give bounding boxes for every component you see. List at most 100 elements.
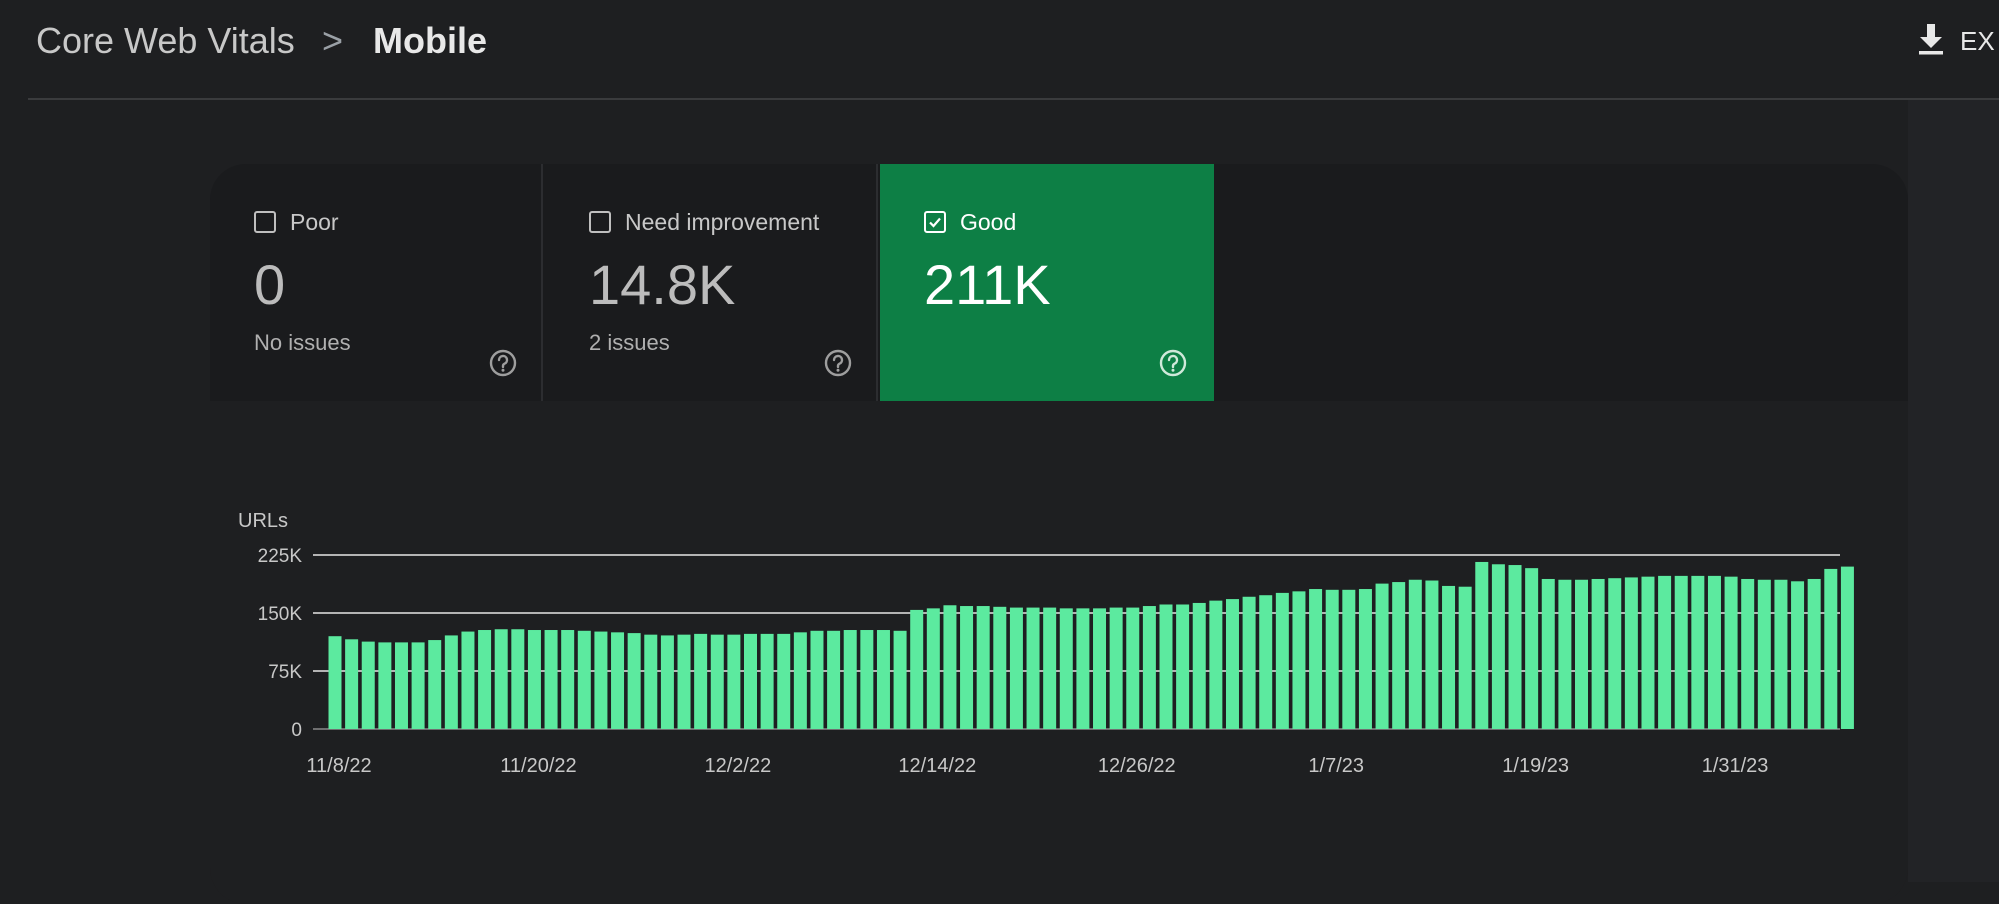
check-icon	[929, 217, 941, 228]
x-tick-label: 1/7/23	[1308, 755, 1364, 777]
bar	[744, 633, 757, 729]
bar	[876, 630, 890, 729]
bar	[511, 629, 525, 729]
good-checkbox[interactable]	[924, 211, 946, 233]
bar	[1707, 575, 1721, 729]
bar	[411, 642, 425, 729]
poor-checkbox[interactable]	[254, 211, 276, 233]
bar	[677, 634, 691, 729]
bar	[1176, 604, 1190, 729]
bar	[1142, 606, 1156, 729]
bar	[1558, 579, 1572, 729]
help-icon[interactable]	[488, 348, 518, 383]
bar	[1791, 581, 1805, 729]
y-axis-title: URLs	[238, 510, 288, 532]
bar	[394, 642, 408, 729]
bar	[1458, 586, 1472, 729]
bar	[1309, 589, 1323, 729]
bar	[1575, 579, 1588, 729]
bar	[1641, 576, 1655, 729]
bar	[1508, 565, 1522, 729]
y-tick-label: 150K	[258, 604, 303, 625]
bar	[1209, 600, 1223, 729]
metric-value: 14.8K	[589, 253, 736, 316]
bar	[793, 632, 807, 729]
bar	[644, 634, 658, 729]
bar	[1491, 564, 1505, 729]
bar	[1541, 578, 1555, 729]
bar	[727, 634, 741, 729]
export-button[interactable]: EX	[1916, 20, 1995, 62]
need-improvement-checkbox[interactable]	[589, 211, 611, 233]
metric-value: 211K	[924, 253, 1051, 316]
bar	[1342, 589, 1356, 729]
page-title: Mobile	[373, 20, 487, 61]
bar	[1674, 575, 1688, 729]
y-tick-label: 75K	[268, 662, 302, 683]
bar	[843, 630, 857, 729]
x-tick-label: 12/26/22	[1098, 755, 1176, 777]
bar	[960, 606, 974, 729]
bar	[1059, 608, 1073, 729]
bar	[777, 633, 791, 729]
bar	[1408, 579, 1422, 729]
help-icon[interactable]	[823, 348, 853, 383]
bar	[1624, 577, 1638, 729]
bar	[494, 629, 508, 729]
bar	[1475, 561, 1489, 729]
bar	[1225, 599, 1239, 729]
header-divider	[28, 98, 1999, 100]
bar	[1159, 604, 1173, 729]
bar	[1392, 582, 1406, 729]
bar	[1608, 578, 1622, 729]
bar	[361, 641, 375, 729]
bar	[1259, 595, 1273, 729]
metric-tile-good[interactable]: Good 211K	[880, 164, 1214, 401]
bar	[345, 639, 359, 729]
urls-bar-chart: URLs 0 75K 150K 225K 11/8/22 11/20/22 12/2/22 12…	[210, 401, 1908, 904]
bar	[694, 633, 708, 729]
bar	[860, 630, 874, 729]
bar	[1442, 585, 1456, 729]
chevron-right-icon: >	[322, 20, 344, 61]
bar	[710, 634, 724, 729]
bar	[1691, 575, 1705, 729]
bar	[1724, 576, 1738, 729]
bar	[1109, 607, 1123, 729]
bar	[910, 609, 924, 729]
metric-tile-need-improvement[interactable]: Need improvement 14.8K 2 issues	[545, 164, 878, 401]
export-label: EX	[1960, 25, 1995, 56]
bar	[1774, 579, 1788, 729]
bar	[594, 631, 608, 729]
bar	[1757, 579, 1771, 729]
metric-issues: 2 issues	[589, 330, 670, 355]
bar	[1807, 578, 1821, 729]
x-tick-label: 11/8/22	[306, 755, 371, 777]
bar	[976, 606, 990, 729]
bar	[627, 633, 641, 729]
breadcrumb-root-link[interactable]: Core Web Vitals	[36, 20, 295, 61]
side-panel-edge	[1908, 100, 1999, 882]
bar	[1741, 578, 1755, 729]
bar	[1292, 591, 1306, 729]
bar	[577, 630, 591, 729]
bar	[1425, 580, 1439, 729]
download-icon	[1916, 22, 1946, 61]
y-tick-label: 225K	[258, 546, 303, 567]
metric-tiles: Poor 0 No issues Need improvement 14.8K …	[210, 164, 1908, 401]
metric-tile-poor[interactable]: Poor 0 No issues	[210, 164, 543, 401]
bar	[1658, 575, 1672, 729]
bar	[1824, 568, 1838, 729]
bar	[1591, 578, 1605, 729]
x-tick-label: 11/20/22	[500, 755, 576, 777]
help-icon[interactable]	[1158, 348, 1188, 383]
report-card: Poor 0 No issues Need improvement 14.8K …	[210, 164, 1908, 904]
bar	[943, 605, 957, 729]
bar	[544, 630, 558, 729]
bar	[444, 635, 458, 729]
bar	[993, 606, 1007, 729]
metric-label: Poor	[290, 209, 339, 235]
metric-issues: No issues	[254, 330, 351, 355]
bar	[328, 636, 342, 729]
x-tick-label: 1/31/23	[1702, 755, 1769, 777]
